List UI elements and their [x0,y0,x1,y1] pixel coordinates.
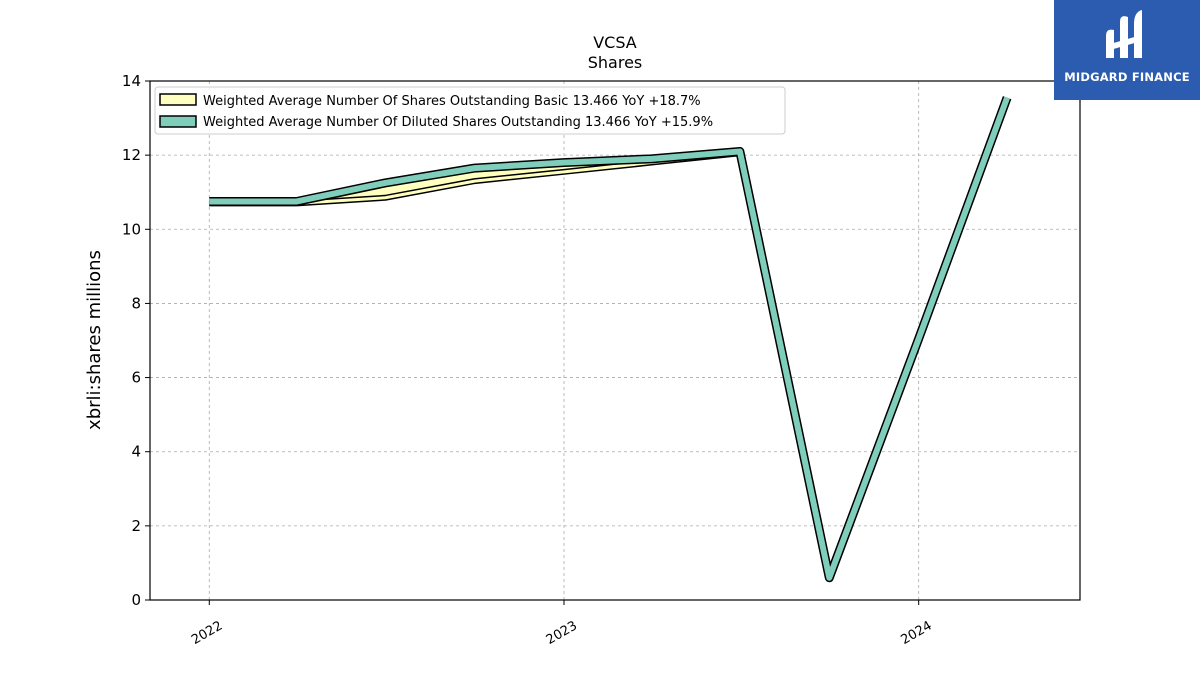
x-tick-label: 2023 [544,618,580,648]
y-tick-label: 6 [131,369,141,387]
y-tick-label: 2 [131,517,141,535]
legend: Weighted Average Number Of Shares Outsta… [154,86,786,135]
plot-frame [149,80,1081,601]
midgard-finance-logo: MIDGARD FINANCE [1054,0,1200,100]
x-tick-label: 2022 [189,618,225,648]
series-line-outline-0 [209,98,1010,581]
y-tick-label: 12 [122,146,141,164]
y-tick-label: 8 [131,294,141,312]
y-tick-label: 10 [122,220,141,238]
legend-label-diluted: Weighted Average Number Of Diluted Share… [203,115,713,130]
series-line-1 [209,96,1010,581]
series-lines [209,96,1012,583]
y-tick-label: 14 [122,72,141,90]
y-tick-label: 0 [131,591,141,609]
chart-title: VCSA [593,33,637,52]
midgard-logo-icon [1106,10,1142,59]
logo-text: MIDGARD FINANCE [1064,70,1190,84]
x-ticks: 2022 2023 2024 [189,600,935,648]
y-tick-label: 4 [131,443,141,461]
series-line-0 [209,99,1009,580]
chart-subtitle: Shares [588,53,643,72]
x-tick-label: 2024 [899,618,935,648]
y-axis-label: xbrli:shares millions [84,250,105,430]
legend-swatch-diluted [159,115,197,128]
legend-box [154,86,786,135]
legend-swatch-basic [159,93,197,106]
y-ticks: 0 2 4 6 8 10 12 14 [122,72,150,609]
legend-label-basic: Weighted Average Number Of Shares Outsta… [203,94,701,109]
